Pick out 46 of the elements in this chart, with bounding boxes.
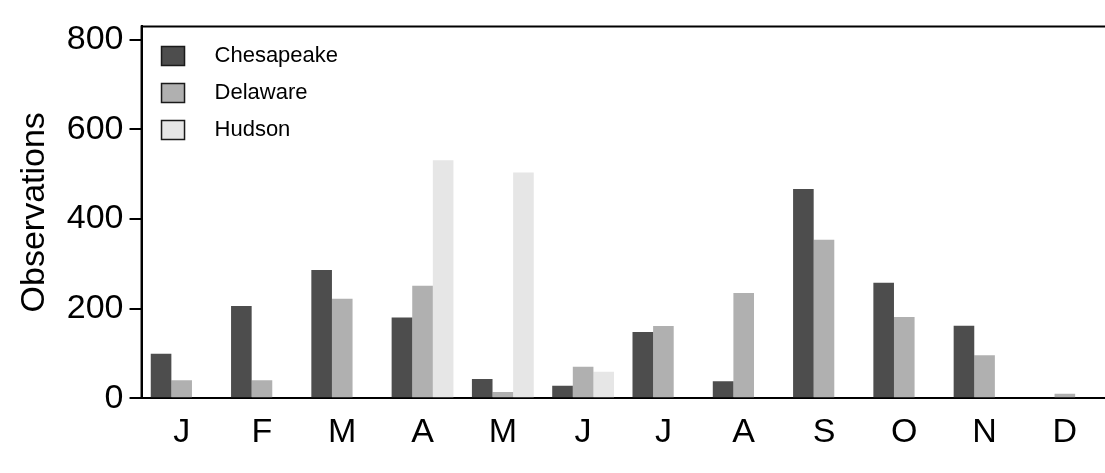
bar <box>251 380 273 398</box>
bar <box>391 317 413 398</box>
bar <box>712 381 734 398</box>
bar <box>572 366 594 398</box>
bar <box>171 380 192 398</box>
x-tick-label: J <box>654 410 672 449</box>
x-tick-label: D <box>1052 410 1078 449</box>
bar <box>513 172 534 398</box>
legend-label: Hudson <box>214 116 291 142</box>
x-tick-label: M <box>328 410 357 449</box>
y-axis-title: Observations <box>12 112 51 313</box>
bar <box>311 270 332 398</box>
x-tick-label: A <box>411 410 435 449</box>
x-tick-label: J <box>574 410 592 449</box>
bar <box>492 391 514 398</box>
y-tick-label: 200 <box>66 286 124 325</box>
bar <box>231 305 252 398</box>
bar <box>150 353 172 398</box>
bar <box>471 378 493 398</box>
x-tick-label: A <box>732 410 756 449</box>
bar <box>953 325 975 398</box>
bar <box>653 326 674 398</box>
bar <box>593 371 615 398</box>
bar <box>793 189 814 398</box>
x-tick-label: M <box>488 410 517 449</box>
y-tick-label: 400 <box>66 197 124 236</box>
bar <box>733 292 754 398</box>
bar <box>873 282 894 398</box>
legend-label: Chesapeake <box>214 42 339 68</box>
bar <box>632 331 654 398</box>
x-tick-label: N <box>972 410 997 449</box>
bar <box>893 317 915 398</box>
bar <box>432 160 454 398</box>
legend-label: Delaware <box>214 79 308 105</box>
x-tick-label: F <box>251 410 273 449</box>
x-tick-label: S <box>812 410 836 449</box>
x-tick-label: J <box>173 410 191 449</box>
bar <box>974 355 995 398</box>
bar <box>331 298 353 398</box>
x-tick-label: O <box>891 410 918 449</box>
y-tick-label: 0 <box>104 376 124 415</box>
bar <box>813 239 835 398</box>
bar <box>552 385 573 398</box>
y-tick-label: 800 <box>66 18 124 57</box>
y-tick-label: 600 <box>66 107 124 146</box>
bar <box>412 285 433 398</box>
